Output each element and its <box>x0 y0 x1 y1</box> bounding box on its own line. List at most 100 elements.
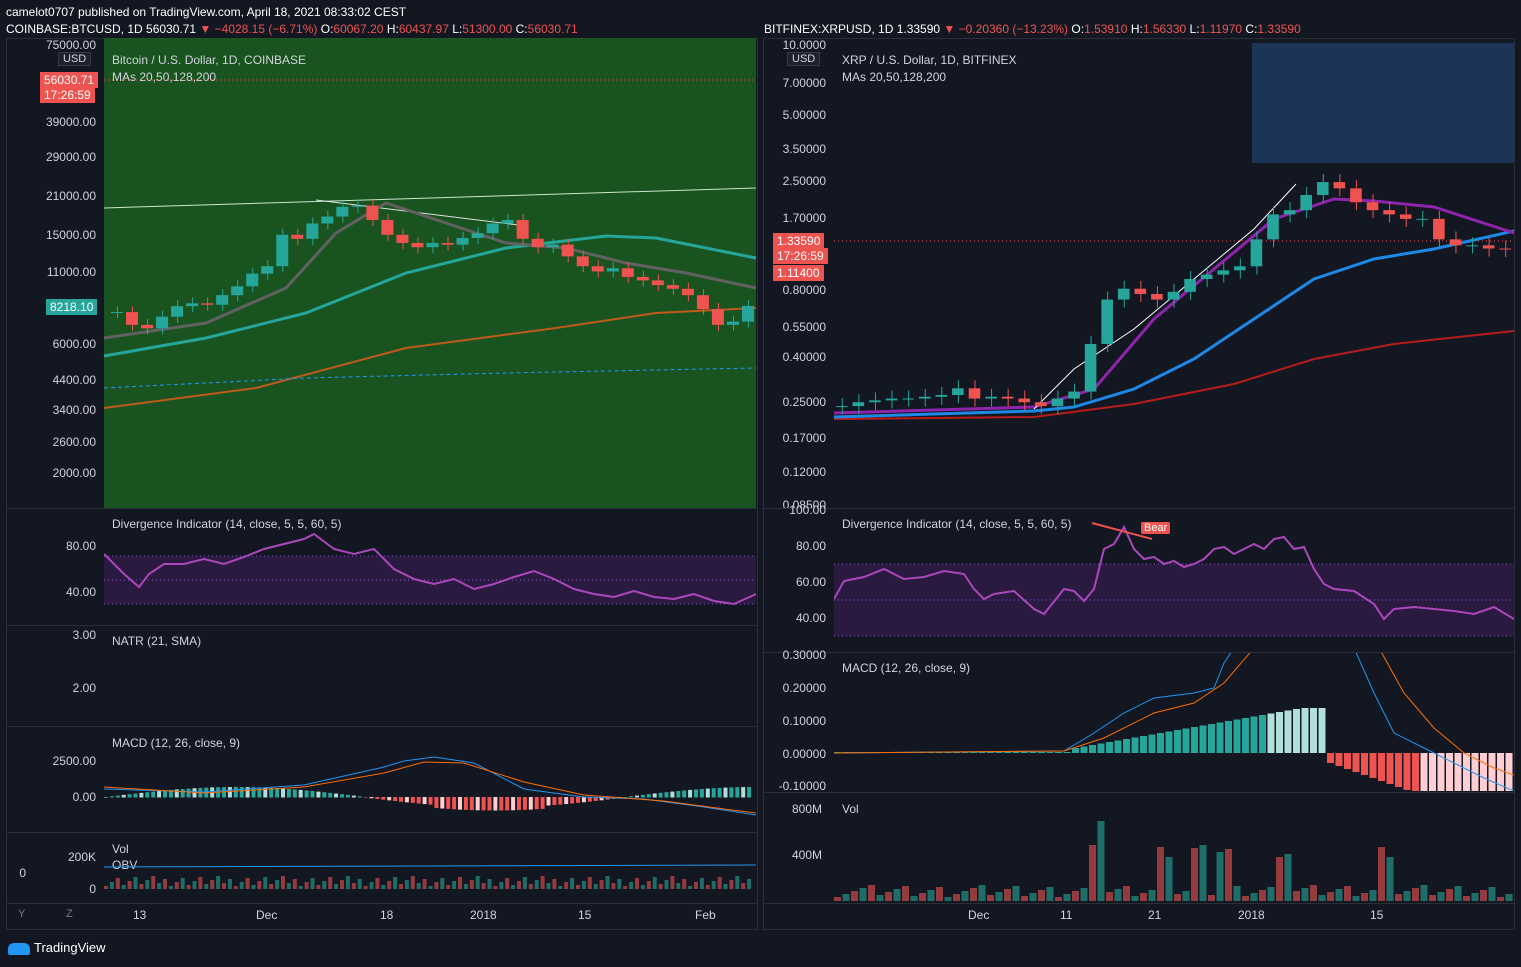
xrp-macd-bar <box>1097 743 1105 753</box>
tradingview-logo-text: TradingView <box>34 940 106 955</box>
xrp-time-axis-sep[interactable] <box>763 903 1515 904</box>
btc-close: 56030.71 <box>527 22 578 36</box>
btc-macd-bar <box>469 797 474 811</box>
xrp-macd-bar <box>978 752 986 753</box>
xrp-chart-panel[interactable] <box>763 38 1515 930</box>
btc-candle <box>171 300 184 323</box>
btc-vol-bar <box>629 882 634 889</box>
xrp-vol-pane[interactable] <box>834 793 1514 903</box>
btc-div-pane[interactable] <box>104 509 756 624</box>
btc-sep-1[interactable] <box>6 508 758 509</box>
btc-candle <box>531 232 544 254</box>
xrp-time-tick: Dec <box>968 908 990 922</box>
btc-macd-bar <box>286 788 291 798</box>
xrp-sep-2[interactable] <box>763 652 1515 653</box>
btc-macd-bar <box>227 787 232 798</box>
btc-div-title: Divergence Indicator (14, close, 5, 5, 6… <box>112 517 342 531</box>
btc-macd-bar <box>475 797 480 811</box>
xrp-vol-bar <box>1157 847 1164 901</box>
xrp-time-tick: 15 <box>1370 908 1384 922</box>
btc-ma128-line <box>103 367 757 389</box>
xrp-close: 1.33590 <box>1257 22 1301 36</box>
xrp-candle <box>1383 202 1395 223</box>
xrp-vol-bar <box>1412 888 1419 901</box>
btc-time-axis-sep[interactable] <box>6 903 758 904</box>
btc-candle <box>561 238 574 263</box>
btc-macd-bar <box>694 789 698 798</box>
btc-macd-bar <box>623 796 628 798</box>
btc-vol-bar <box>422 879 427 889</box>
xrp-div-pane[interactable] <box>834 509 1514 651</box>
btc-candle <box>501 213 514 230</box>
btc-vol-bar <box>139 884 144 889</box>
xrp-ma200-line <box>834 330 1514 420</box>
btc-candle <box>651 274 664 292</box>
btc-macd-pane[interactable] <box>104 727 756 831</box>
btc-candle <box>366 199 379 226</box>
tradingview-logo[interactable]: TradingView <box>8 940 106 955</box>
btc-vol-bar <box>404 880 409 889</box>
btc-vol-bar <box>334 884 339 889</box>
btc-price-badge: 56030.71 <box>40 72 99 88</box>
btc-macd-bar <box>381 797 386 800</box>
xrp-vol-bar <box>1480 890 1487 901</box>
xrp-macd-bar <box>1225 721 1232 753</box>
btc-vol-bar <box>292 879 297 889</box>
btc-macd-bar <box>281 788 285 798</box>
btc-vol-bar <box>174 882 179 889</box>
xrp-symbol: BITFINEX:XRPUSD, 1D 1.33590 <box>764 22 941 36</box>
xrp-candle <box>1399 206 1412 227</box>
btc-vol-bar <box>475 876 480 889</box>
btc-o-label: O: <box>320 22 334 36</box>
btc-vol-bar <box>581 881 586 889</box>
xrp-div-title: Divergence Indicator (14, close, 5, 5, 6… <box>842 517 1072 531</box>
btc-vol-bar <box>617 879 622 889</box>
xrp-vol-bar <box>1148 890 1156 901</box>
xrp-macd-bar <box>1276 712 1283 753</box>
z-button[interactable]: Z <box>66 908 73 920</box>
btc-macd-bar <box>640 794 645 798</box>
xrp-candle <box>1433 210 1445 248</box>
xrp-vol-bar <box>1123 886 1130 901</box>
xrp-vol-bar <box>1463 896 1470 901</box>
xrp-vol-bar <box>1182 891 1190 901</box>
y-button[interactable]: Y <box>18 908 26 920</box>
xrp-macd-bar <box>987 752 994 753</box>
btc-macd-bar <box>605 797 610 800</box>
btc-macd-bar <box>428 797 433 805</box>
xrp-low: 1.11970 <box>1199 22 1243 36</box>
btc-vol-pane[interactable] <box>104 833 756 903</box>
xrp-vol-bar <box>1301 888 1309 901</box>
btc-vol-bar <box>375 878 380 889</box>
btc-sep-3[interactable] <box>6 726 758 727</box>
xrp-candle <box>1117 280 1130 308</box>
btc-macd-bar <box>233 787 238 798</box>
xrp-vol-bar <box>1369 890 1377 901</box>
xrp-shaded-box <box>1252 43 1514 163</box>
xrp-vol-bar <box>1497 897 1504 901</box>
btc-candle <box>141 318 154 335</box>
xrp-candle <box>1184 271 1196 300</box>
xrp-macd-pane[interactable] <box>834 653 1514 791</box>
btc-vol-bar <box>121 885 126 889</box>
btc-sep-2[interactable] <box>6 625 758 626</box>
btc-vol-bar <box>747 879 752 889</box>
btc-vol-bar <box>705 885 710 889</box>
btc-macd-bar <box>487 797 492 811</box>
btc-vol-bar <box>363 886 368 889</box>
xrp-sep-1[interactable] <box>763 508 1515 509</box>
btc-price-tick: 21000.00 <box>45 189 96 203</box>
btc-low: 51300.00 <box>462 22 513 36</box>
xrp-candle <box>1499 240 1511 258</box>
btc-time-tick: 18 <box>380 908 394 922</box>
xrp-macd-bar <box>1361 753 1368 775</box>
xrp-sep-3[interactable] <box>763 792 1515 793</box>
btc-sep-4[interactable] <box>6 832 758 833</box>
btc-candle <box>291 228 304 245</box>
xrp-candle <box>1084 335 1097 400</box>
btc-main-pane[interactable] <box>6 38 758 508</box>
btc-vol-bar <box>699 878 704 889</box>
xrp-candle <box>1283 202 1296 223</box>
btc-vol-bar <box>340 880 344 889</box>
xrp-main-pane[interactable] <box>834 39 1514 507</box>
